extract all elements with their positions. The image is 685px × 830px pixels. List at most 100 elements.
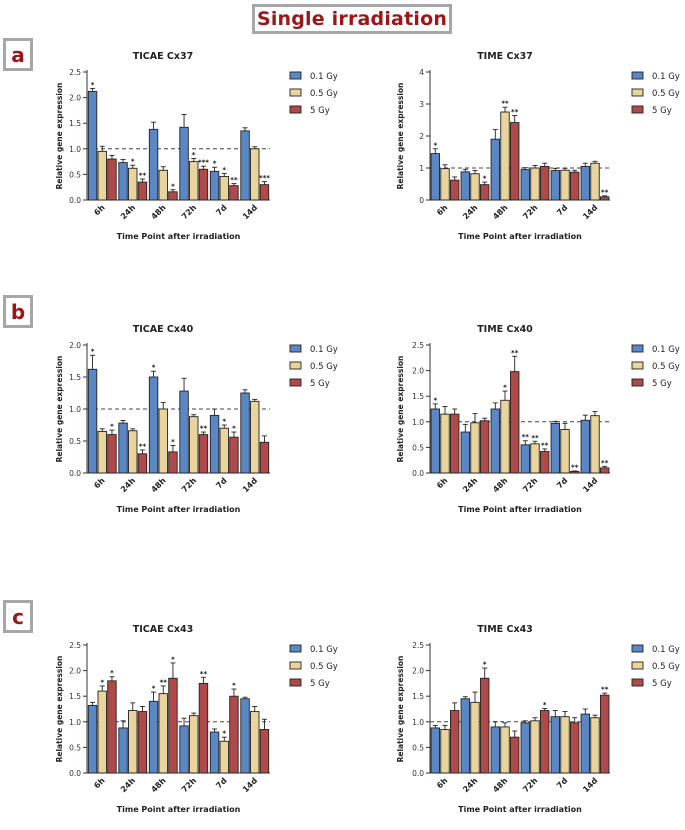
bar [490, 408, 501, 474]
bar [137, 711, 148, 774]
bar [229, 185, 239, 201]
x-tick-label: 7d [214, 476, 229, 491]
y-tick-label: 1.0 [69, 718, 81, 727]
x-tick-label: 72h [521, 203, 539, 221]
x-tick-label: 24h [119, 776, 137, 794]
bar [550, 716, 561, 774]
legend-label: 5 Gy [652, 679, 672, 689]
y-tick-label: 2.5 [69, 641, 81, 650]
bar [490, 138, 501, 201]
x-tick-label: 6h [435, 776, 450, 791]
significance-marker: * [213, 160, 217, 168]
bar [569, 722, 580, 774]
x-tick-label: 6h [92, 476, 107, 491]
y-tick-label: 3 [419, 100, 424, 109]
x-tick-label: 72h [521, 776, 539, 794]
legend-label: 0.1 Gy [652, 645, 680, 655]
significance-marker: ** [139, 442, 147, 450]
x-tick-label: 48h [149, 203, 167, 221]
bar [470, 701, 480, 774]
significance-marker: * [131, 158, 135, 166]
x-tick-label: 24h [461, 203, 479, 221]
significance-marker: ** [601, 459, 609, 467]
bar [530, 720, 540, 774]
chart-ticae-cx37: TICAE Cx370.00.51.01.52.02.5*6h***24h*48… [55, 51, 338, 241]
y-tick-label: 2 [419, 132, 424, 141]
bar [158, 408, 168, 474]
bar [97, 690, 107, 774]
bar [118, 162, 128, 201]
legend-label: 5 Gy [310, 106, 330, 116]
legend-label: 5 Gy [310, 679, 330, 689]
significance-marker: * [152, 364, 156, 372]
y-tick-label: 0.5 [412, 443, 424, 452]
bar [118, 727, 128, 774]
bar [500, 111, 510, 201]
bar [520, 444, 531, 474]
chart-title: TICAE Cx43 [133, 624, 193, 635]
y-tick-label: 1.0 [69, 405, 81, 414]
x-tick-label: 14d [241, 476, 259, 494]
bar [240, 392, 250, 474]
bar [509, 371, 520, 474]
x-tick-label: 48h [149, 476, 167, 494]
significance-marker: * [91, 348, 95, 356]
x-axis-label: Time Point after irradiation [458, 805, 582, 814]
y-axis-label: Relative gene expression [55, 356, 64, 463]
bar [440, 168, 450, 201]
significance-marker: ** [511, 349, 519, 357]
legend-swatch [289, 88, 302, 97]
legend-label: 0.1 Gy [652, 72, 680, 82]
bar [219, 427, 229, 474]
bar [539, 165, 550, 201]
significance-marker: ** [601, 188, 609, 196]
significance-marker: * [433, 141, 437, 149]
bar [179, 390, 189, 474]
bar [449, 413, 460, 474]
bar [470, 173, 480, 201]
bar [87, 704, 98, 774]
bar [250, 148, 260, 201]
bar [460, 171, 471, 201]
legend-swatch [289, 644, 302, 653]
bar [560, 169, 570, 201]
bar [479, 184, 490, 201]
legend-label: 0.5 Gy [652, 89, 680, 99]
bar [560, 716, 570, 774]
bar [440, 413, 450, 474]
y-tick-label: 1.5 [412, 692, 424, 701]
bar [137, 181, 148, 201]
x-tick-label: 6h [435, 476, 450, 491]
y-tick-label: 0.5 [69, 170, 81, 179]
x-tick-label: 72h [180, 476, 198, 494]
x-tick-label: 48h [491, 203, 509, 221]
panel-label-a: a [3, 38, 33, 71]
significance-marker: * [232, 682, 236, 690]
x-tick-label: 24h [119, 476, 137, 494]
legend-swatch [289, 105, 302, 114]
y-axis-label: Relative gene expression [55, 83, 64, 190]
bar [128, 430, 138, 474]
bar [148, 376, 159, 474]
bar [509, 122, 520, 201]
y-tick-label: 0.0 [69, 769, 81, 778]
y-tick-label: 4 [419, 68, 424, 77]
x-axis-label: Time Point after irradiation [117, 505, 241, 514]
y-tick-label: 0.0 [69, 469, 81, 478]
legend-label: 0.1 Gy [310, 345, 338, 355]
chart-title: TICAE Cx37 [133, 51, 193, 62]
bar [470, 422, 480, 474]
bar [490, 726, 501, 774]
x-tick-label: 72h [521, 476, 539, 494]
legend-label: 0.5 Gy [310, 662, 338, 672]
y-axis-label: Relative gene expression [55, 656, 64, 763]
significance-marker: * [222, 166, 226, 174]
y-tick-label: 2.5 [412, 641, 424, 650]
y-tick-label: 1.0 [69, 145, 81, 154]
bar [209, 414, 220, 474]
bar [569, 471, 580, 474]
chart-title: TIME Cx40 [477, 324, 533, 335]
legend-swatch [631, 105, 644, 114]
y-tick-label: 2.0 [69, 94, 81, 103]
